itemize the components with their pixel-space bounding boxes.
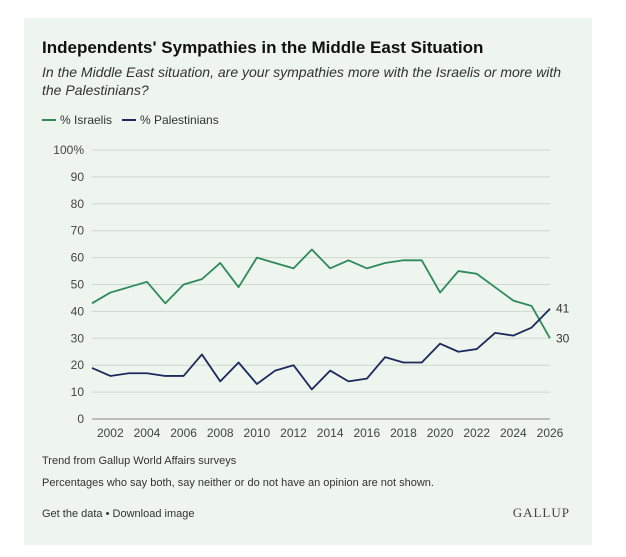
y-tick-label-60: 60 <box>71 251 85 265</box>
link-separator: • <box>105 508 110 520</box>
legend-label-israelis: % Israelis <box>60 113 113 127</box>
y-tick-label-80: 80 <box>71 197 85 211</box>
y-tick-label-90: 90 <box>71 170 85 184</box>
y-tick-label-100: 100% <box>53 143 84 157</box>
x-tick-label-2002: 2002 <box>97 426 124 440</box>
end-label-series-0: 30 <box>556 331 570 345</box>
label-layer: 0 10 20 30 40 50 60 70 80 90 100% 2002 2004 2006 2008 2… <box>53 143 569 440</box>
x-tick-label-2016: 2016 <box>353 426 380 440</box>
chart-card: Independents' Sympathies in the Middle E… <box>24 18 592 545</box>
y-tick-label-30: 30 <box>71 331 85 345</box>
x-tick-label-2022: 2022 <box>463 426 490 440</box>
x-tick-label-2004: 2004 <box>134 426 161 440</box>
x-tick-label-2014: 2014 <box>317 426 344 440</box>
series-line-1 <box>91 308 551 391</box>
legend-swatch-palestinians <box>122 119 137 121</box>
y-tick-label-40: 40 <box>71 304 85 318</box>
end-label-series-1: 41 <box>556 302 570 316</box>
download-image-link[interactable]: Download image <box>112 508 195 520</box>
gallup-logo: GALLUP <box>512 505 570 520</box>
chart-title: Independents' Sympathies in the Middle E… <box>42 38 484 57</box>
x-tick-label-2012: 2012 <box>280 426 307 440</box>
footnote: Percentages who say both, say neither or… <box>42 477 434 489</box>
legend-swatch-israelis <box>42 119 56 121</box>
line-chart: 0 10 20 30 40 50 60 70 80 90 100% 2002 2004 2006 2008 2… <box>53 143 569 440</box>
footer-links: Get the data • Download image <box>42 508 194 520</box>
source-note: Trend from Gallup World Affairs surveys <box>42 455 237 467</box>
x-tick-label-2008: 2008 <box>207 426 234 440</box>
get-data-link[interactable]: Get the data <box>42 508 103 520</box>
legend-item-palestinians: % Palestinians <box>122 113 219 127</box>
x-tick-label-2018: 2018 <box>390 426 417 440</box>
chart-legend: % Israelis % Palestinians <box>42 113 229 127</box>
x-tick-label-2024: 2024 <box>500 426 527 440</box>
x-tick-label-2006: 2006 <box>170 426 197 440</box>
series-line-0 <box>91 248 551 339</box>
y-tick-label-70: 70 <box>71 224 85 238</box>
y-tick-label-10: 10 <box>71 385 85 399</box>
series-layer <box>91 248 551 391</box>
x-tick-label-2010: 2010 <box>244 426 271 440</box>
legend-item-israelis: % Israelis <box>42 113 112 127</box>
grid-layer <box>92 149 550 420</box>
y-tick-label-50: 50 <box>71 278 85 292</box>
x-tick-label-2026: 2026 <box>537 426 564 440</box>
y-tick-label-20: 20 <box>71 358 85 372</box>
y-tick-label-0: 0 <box>77 412 84 426</box>
chart-subtitle: In the Middle East situation, are your s… <box>42 64 561 98</box>
x-tick-label-2020: 2020 <box>427 426 454 440</box>
legend-label-palestinians: % Palestinians <box>140 113 219 127</box>
